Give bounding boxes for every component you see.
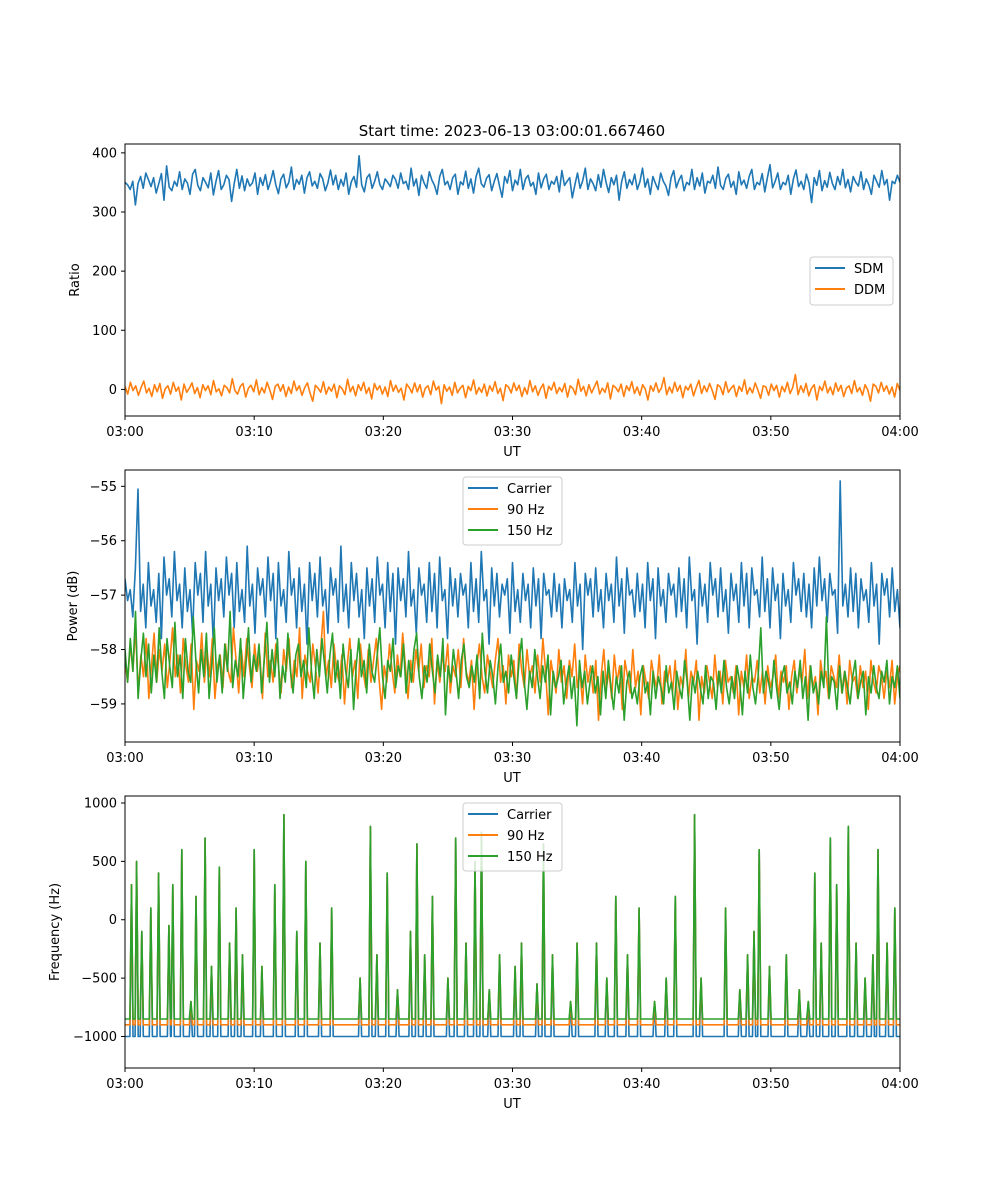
x-tick-label: 03:10: [235, 1077, 272, 1092]
power-panel: 03:00 03:10 03:20 03:30 03:40 03:50 04:00 −55 −5…: [66, 469, 919, 786]
series-lines: [125, 480, 900, 727]
power-y-axis-label: Power (dB): [66, 571, 81, 642]
y-tick-label: −56: [90, 534, 117, 549]
series-line-ddm: [125, 373, 900, 405]
x-tick-label: 03:20: [365, 425, 402, 440]
y-tick-label: −58: [90, 643, 117, 658]
frequency-legend: Carrier 90 Hz 150 Hz: [462, 802, 563, 872]
frequency-panel: 03:00 03:10 03:20 03:30 03:40 03:50 04:00 1000 5…: [48, 795, 919, 1112]
x-tick-label: 03:00: [106, 751, 143, 766]
frequency-x-axis-label: UT: [503, 1097, 521, 1112]
legend-label-sdm: SDM: [854, 262, 883, 277]
power-legend: Carrier 90 Hz 150 Hz: [462, 476, 563, 546]
series-line-150-hz: [125, 610, 900, 727]
figure-title: Start time: 2023-06-13 03:00:01.667460: [359, 122, 665, 140]
x-tick-label: 03:10: [235, 425, 272, 440]
x-tick-label: 03:00: [106, 425, 143, 440]
y-tick-label: −55: [90, 480, 117, 495]
x-tick-label: 03:50: [752, 1077, 789, 1092]
y-tick-label: 1000: [84, 797, 117, 812]
x-tick-label: 04:00: [881, 1077, 918, 1092]
ratio-y-axis-label: Ratio: [68, 263, 83, 296]
x-tick-label: 03:20: [365, 1077, 402, 1092]
legend-label-carrier: Carrier: [507, 482, 552, 497]
x-tick-label: 04:00: [881, 425, 918, 440]
y-tick-label: 0: [109, 913, 117, 928]
x-tick-label: 03:40: [623, 1077, 660, 1092]
x-tick-label: 03:50: [752, 751, 789, 766]
ratio-legend: SDM DDM: [809, 256, 894, 306]
legend-label-90hz: 90 Hz: [507, 829, 544, 844]
series-line-carrier: [125, 480, 900, 651]
legend-label-150hz: 150 Hz: [507, 850, 553, 865]
power-x-axis-label: UT: [503, 771, 521, 786]
legend-label-90hz: 90 Hz: [507, 503, 544, 518]
ratio-plot-area: 03:00 03:10 03:20 03:30 03:40 03:50 04:00 0 100 2…: [92, 143, 919, 440]
x-tick-label: 03:00: [106, 1077, 143, 1092]
frequency-y-axis-label: Frequency (Hz): [48, 883, 63, 981]
x-tick-label: 03:40: [623, 425, 660, 440]
ratio-x-axis-label: UT: [503, 445, 521, 460]
y-tick-label: −500: [81, 972, 117, 987]
y-tick-label: 100: [92, 324, 117, 339]
y-tick-label: 0: [109, 383, 117, 398]
y-tick-label: 400: [92, 146, 117, 161]
legend-label-ddm: DDM: [854, 283, 885, 298]
series-lines: [125, 155, 900, 405]
frequency-plot-area: 03:00 03:10 03:20 03:30 03:40 03:50 04:00 1000 5…: [73, 795, 919, 1092]
x-tick-label: 03:40: [623, 751, 660, 766]
y-tick-label: −59: [90, 697, 117, 712]
x-tick-label: 03:30: [494, 1077, 531, 1092]
x-tick-label: 03:10: [235, 751, 272, 766]
legend-label-150hz: 150 Hz: [507, 524, 553, 539]
ratio-panel: 03:00 03:10 03:20 03:30 03:40 03:50 04:00 0 100 2…: [68, 143, 919, 460]
y-tick-label: 200: [92, 265, 117, 280]
x-tick-label: 03:30: [494, 425, 531, 440]
x-tick-label: 04:00: [881, 751, 918, 766]
y-tick-label: −57: [90, 589, 117, 604]
x-tick-label: 03:50: [752, 425, 789, 440]
legend-label-carrier: Carrier: [507, 808, 552, 823]
series-lines: [125, 813, 900, 1038]
y-tick-label: 300: [92, 206, 117, 221]
power-plot-area: 03:00 03:10 03:20 03:30 03:40 03:50 04:00 −55 −5…: [90, 469, 919, 766]
x-tick-label: 03:20: [365, 751, 402, 766]
y-tick-label: −1000: [73, 1030, 117, 1045]
x-tick-label: 03:30: [494, 751, 531, 766]
series-line-sdm: [125, 155, 900, 206]
y-tick-label: 500: [92, 855, 117, 870]
series-line-150-hz: [125, 813, 900, 1020]
